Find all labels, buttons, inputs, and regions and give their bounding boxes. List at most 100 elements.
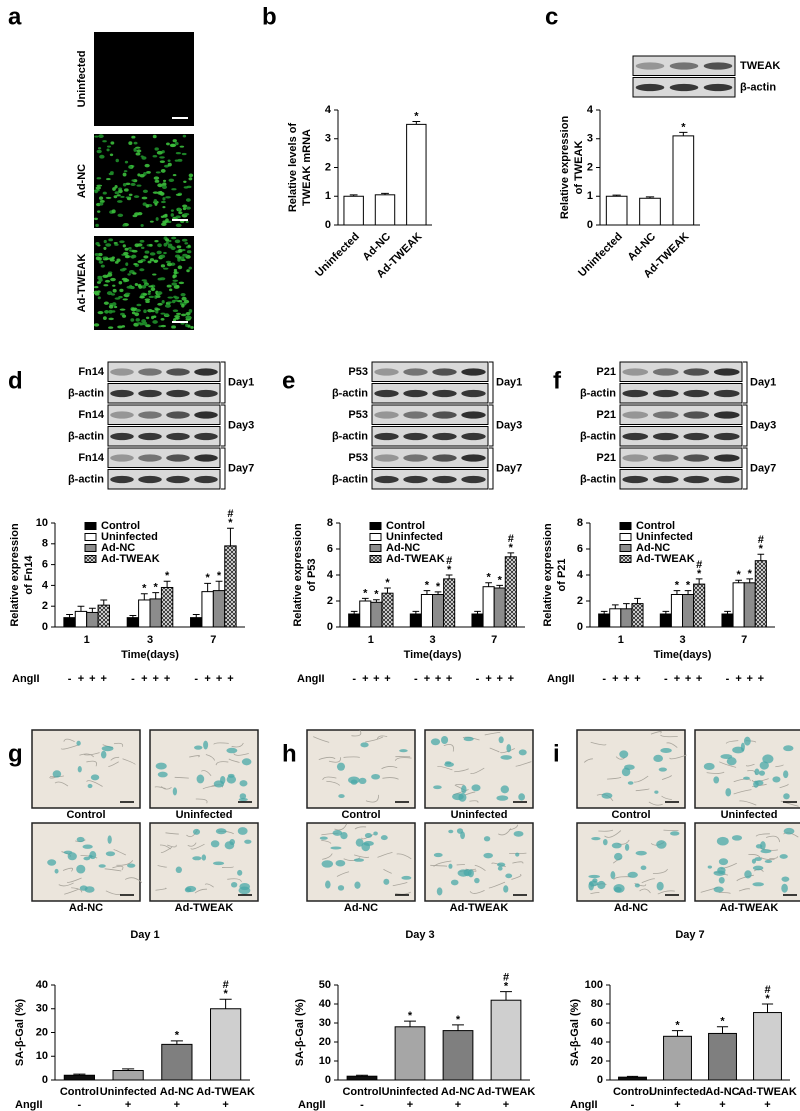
cell <box>136 303 142 307</box>
x-tick-label: Control <box>613 1086 652 1098</box>
cell-outline <box>62 867 74 872</box>
cell <box>180 293 186 297</box>
y-tick-label: 2 <box>325 161 331 173</box>
cell <box>108 172 114 176</box>
error-bar <box>684 590 692 595</box>
stained-cell <box>610 871 616 880</box>
stained-cell <box>332 829 343 836</box>
legend-swatch <box>369 544 382 552</box>
cell <box>173 270 178 275</box>
cell <box>161 300 165 304</box>
cell <box>153 260 158 263</box>
cell <box>135 152 141 156</box>
cell <box>144 250 150 254</box>
cell <box>137 260 144 264</box>
stained-cell <box>588 880 599 887</box>
stained-cell <box>77 766 82 773</box>
treatment-sign: - <box>194 673 198 685</box>
cell-outline <box>110 756 120 761</box>
significance-mark: * <box>374 589 379 601</box>
bar <box>212 590 226 628</box>
fluorescence-image <box>94 134 194 228</box>
cell <box>160 324 167 328</box>
legend-label: Control <box>101 520 140 532</box>
stained-cell <box>496 795 509 801</box>
y-axis-label: Relative expression <box>542 523 554 627</box>
cell <box>147 292 151 296</box>
treatment-sign: - <box>414 673 418 685</box>
cell <box>183 186 189 189</box>
cell <box>148 285 154 288</box>
treatment-sign: + <box>746 673 752 685</box>
cell <box>124 254 130 259</box>
legend-swatch <box>619 533 632 541</box>
blot-strip <box>619 447 743 468</box>
blot-label: P21 <box>596 452 616 464</box>
cell <box>185 220 189 224</box>
cell <box>96 184 103 187</box>
cell <box>122 183 127 187</box>
cell <box>148 290 152 293</box>
cell <box>152 191 159 194</box>
treatment-sign: - <box>602 673 606 685</box>
blot-band <box>194 432 218 441</box>
y-tick-label: 40 <box>36 979 48 991</box>
cell <box>98 277 103 282</box>
treatment-sign: + <box>674 1099 680 1111</box>
stained-cell <box>380 835 388 841</box>
stained-cell <box>458 793 467 802</box>
cell <box>98 196 104 200</box>
cell <box>124 188 129 192</box>
cell <box>131 179 135 182</box>
cell <box>142 189 148 193</box>
cell <box>165 218 169 223</box>
x-tick-label: Uninfected <box>649 1086 706 1098</box>
significance-mark: * <box>436 581 441 593</box>
bar <box>359 600 372 628</box>
stained-cell <box>203 740 209 750</box>
stained-cell <box>597 880 606 890</box>
cell-outline <box>71 887 83 893</box>
stained-cell <box>743 776 750 780</box>
cell <box>135 318 140 322</box>
y-tick-label: 6 <box>327 543 333 555</box>
cell-outline <box>228 758 240 763</box>
cell-outline <box>474 864 486 872</box>
stained-cell <box>717 866 726 874</box>
cell-outline <box>195 798 208 804</box>
cell <box>134 243 140 248</box>
error-bar <box>611 604 619 609</box>
stained-cell <box>725 788 732 797</box>
cell-outline <box>511 874 522 880</box>
bar <box>442 1030 474 1081</box>
cell <box>169 288 173 292</box>
blot-label: Fn14 <box>78 409 105 421</box>
cell <box>172 279 179 282</box>
cell <box>167 159 171 163</box>
stained-cell <box>238 797 248 802</box>
cell-outline <box>739 800 757 806</box>
cell-outline <box>351 730 362 737</box>
cell <box>93 323 100 327</box>
significance-mark: * <box>456 1014 461 1026</box>
stained-cell <box>718 858 729 866</box>
stained-cell <box>399 749 408 753</box>
cell-outline <box>64 888 79 895</box>
blot-label: P53 <box>348 366 368 378</box>
stain-image <box>576 822 686 902</box>
stained-cell <box>731 835 743 841</box>
cell <box>114 260 119 264</box>
cell <box>128 247 132 250</box>
cell <box>170 143 177 147</box>
blot-band <box>622 368 649 376</box>
treatment-sign: + <box>204 673 210 685</box>
y-tick-label: 10 <box>36 1050 48 1062</box>
stained-cell <box>707 865 713 869</box>
image-label: Ad-NC <box>69 902 103 914</box>
x-tick-label: 3 <box>147 634 153 646</box>
treatment-sign: + <box>623 673 629 685</box>
bar <box>493 587 506 628</box>
stained-cell <box>640 865 647 871</box>
bar <box>639 197 661 226</box>
cell <box>104 257 110 261</box>
